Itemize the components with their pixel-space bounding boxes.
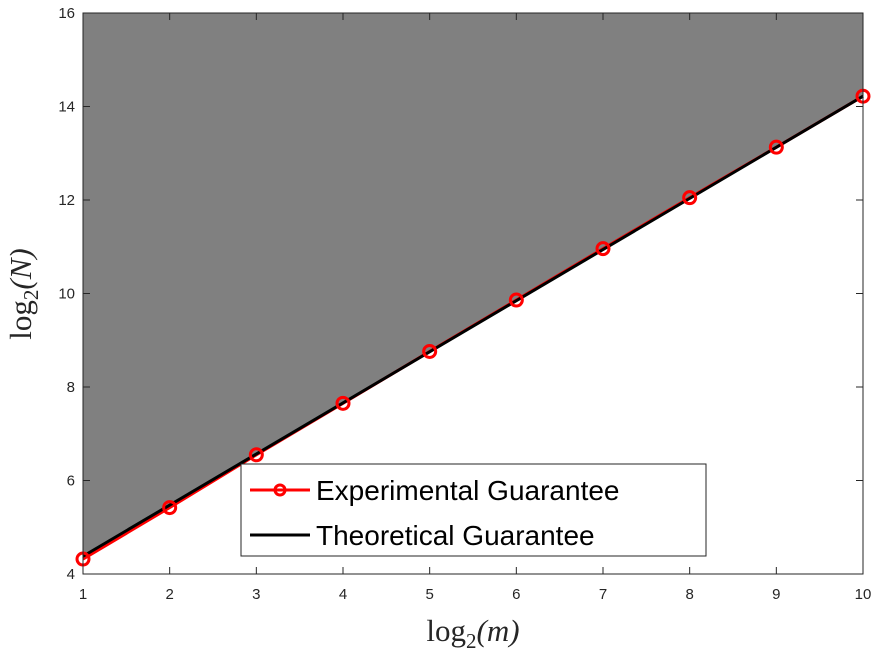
y-axis-label: log2(N) [3,248,43,339]
x-tick-label: 3 [252,586,260,603]
y-tick-label: 16 [58,5,75,22]
legend-label-experimental: Experimental Guarantee [316,475,620,506]
legend-marker-experimental [273,483,287,497]
data-point-experimental [422,343,438,359]
series-layer [75,88,871,567]
x-axis-label: log2(m) [426,613,519,653]
legend-label-theoretical: Theoretical Guarantee [316,520,595,551]
x-tick-label: 7 [599,586,607,603]
x-tick-label: 10 [855,586,872,603]
x-tick-label: 4 [339,586,347,603]
data-point-experimental [162,500,178,516]
feasible-region-shade [83,13,863,557]
y-tick-label: 8 [67,379,75,396]
x-tick-label: 5 [425,586,433,603]
x-tick-label: 6 [512,586,520,603]
y-tick-label: 4 [67,566,75,583]
data-point-experimental [682,190,698,206]
legend: Experimental Guarantee Theoretical Guara… [240,463,707,557]
series-line-theoretical [82,94,864,558]
y-tick-label: 14 [58,99,75,116]
y-tick-label: 10 [58,286,75,303]
data-point-experimental [335,395,351,411]
x-tick-label: 1 [79,586,87,603]
x-tick-label: 9 [772,586,780,603]
data-point-experimental [248,447,264,463]
data-point-experimental [595,241,611,257]
y-tick-label: 6 [67,473,75,490]
legend-box [240,463,707,557]
data-point-experimental [508,292,524,308]
y-tick-label: 12 [58,192,75,209]
x-tick-label: 8 [685,586,693,603]
x-tick-label: 2 [165,586,173,603]
data-point-experimental [768,139,784,155]
